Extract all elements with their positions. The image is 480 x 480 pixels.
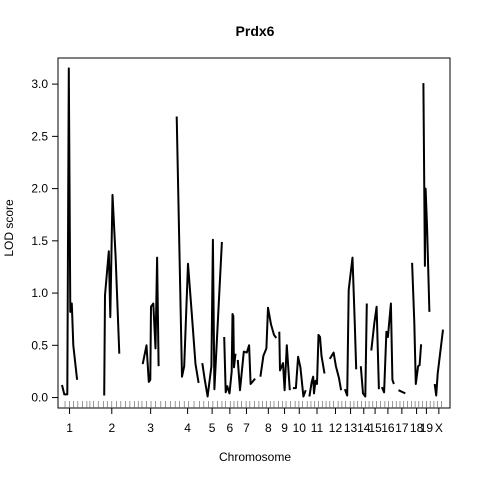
y-tick-label: 0.5 [31,338,48,352]
x-tick-label: 12 [329,421,343,435]
lod-line-chr-X [433,329,444,397]
lod-line-chr-14 [359,303,368,398]
lod-line-chr-8 [259,306,278,377]
x-tick-label: 16 [381,421,395,435]
x-tick-label: 3 [147,421,154,435]
lod-line-chr-9 [278,331,291,392]
lod-line-chr-13 [343,256,358,397]
x-tick-label: 9 [281,421,288,435]
lod-line-chr-5 [201,238,223,398]
x-tick-label: 13 [344,421,358,435]
y-tick-label: 3.0 [31,77,48,91]
lod-line-chr-18 [411,262,423,385]
y-tick-label: 0.0 [31,391,48,405]
chart-title: Prdx6 [236,23,275,39]
x-tick-label: 7 [243,421,250,435]
lod-line-chr-19 [422,83,431,312]
x-axis-label: Chromosome [219,450,291,464]
lod-line-chr-16 [380,302,395,394]
x-tick-label: 1 [66,421,73,435]
x-tick-label: 18 [410,421,424,435]
y-tick-label: 2.0 [31,182,48,196]
lod-line-chr-4 [175,116,200,384]
lod-line-chr-12 [328,351,343,391]
lod-line-chr-15 [370,305,380,390]
lod-line-chr-6 [223,313,237,395]
y-tick-label: 1.5 [31,234,48,248]
x-tick-label: 11 [311,421,324,435]
x-tick-label: 2 [108,421,115,435]
lod-line-chr-3 [141,256,160,383]
x-tick-label: 8 [265,421,272,435]
plot-frame [57,57,451,409]
lod-line-chr-10 [292,355,307,398]
y-axis-label: LOD score [2,199,16,257]
x-tick-label: 6 [227,421,234,435]
lod-line-chr-17 [398,389,406,395]
y-tick-label: 1.0 [31,286,48,300]
x-tick-label: X [435,421,443,435]
x-tick-label: 19 [420,421,434,435]
lod-line-chr-7 [236,344,256,392]
y-axis: 0.0 0.5 1.0 1.5 2.0 2.5 3.0 [31,77,58,405]
lod-line-chr-11 [308,333,326,397]
x-tick-label: 10 [293,421,307,435]
marker-rug [64,401,442,408]
x-tick-label: 4 [184,421,191,435]
x-tick-label: 5 [209,421,216,435]
lod-series [61,67,444,398]
x-tick-label: 15 [368,421,382,435]
lod-line-chr-2 [103,193,121,396]
lod-line-chr-1 [61,67,79,396]
x-tick-label: 17 [395,421,409,435]
x-tick-label: 14 [357,421,371,435]
y-tick-label: 2.5 [31,129,48,143]
